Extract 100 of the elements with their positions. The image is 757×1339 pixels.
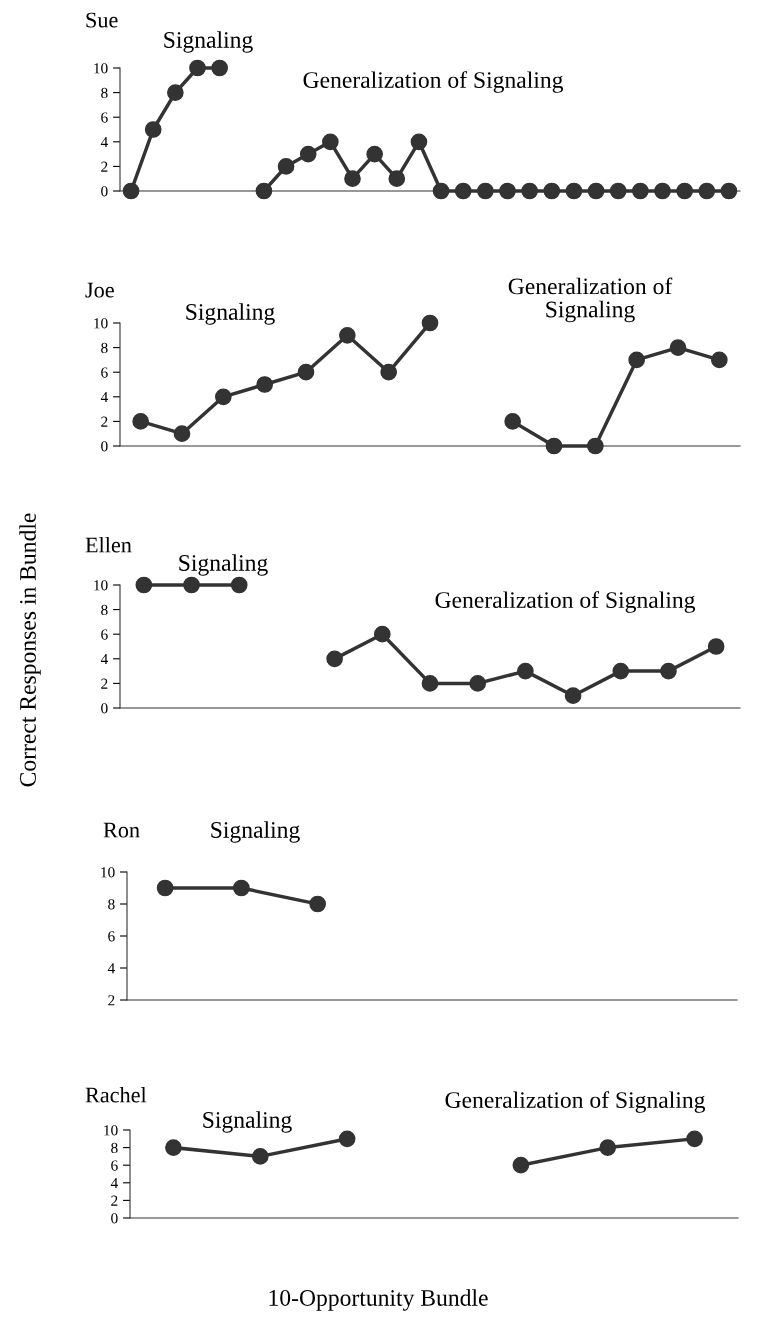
point: [132, 413, 150, 430]
annotation: Signaling: [203, 1111, 292, 1133]
point: [454, 182, 472, 200]
y-tick-label: 2: [101, 161, 108, 172]
y-tick-label: 2: [111, 1195, 118, 1206]
point: [587, 182, 605, 200]
y-tick-label: 6: [101, 112, 108, 123]
point: [564, 687, 582, 705]
point: [499, 182, 516, 200]
point: [256, 376, 274, 393]
point: [517, 662, 534, 680]
point: [214, 388, 232, 406]
point: [720, 182, 738, 200]
point: [545, 437, 563, 455]
y-tick-label: 8: [108, 899, 115, 910]
text: Signaling: [211, 821, 300, 843]
point: [230, 576, 248, 594]
point: [698, 182, 716, 200]
point: [251, 1148, 269, 1165]
chart-title: Ellen: [85, 536, 132, 553]
point: [669, 339, 687, 356]
point: [707, 638, 725, 655]
chart-title: Joe: [85, 282, 114, 298]
point: [410, 133, 428, 151]
y-tick-label: 6: [111, 1160, 118, 1171]
y-tick-label: 4: [100, 137, 108, 148]
y-tick-label: 10: [104, 1125, 118, 1136]
point: [211, 59, 228, 77]
y-tick-label: 0: [111, 1213, 118, 1224]
text: Generalization of Signaling: [508, 277, 673, 323]
point: [628, 351, 646, 369]
point: [183, 576, 200, 594]
x-axis-title: 10-Opportunity Bundle: [269, 1289, 488, 1311]
y-tick-label: 0: [101, 703, 108, 714]
point: [388, 170, 406, 188]
y-tick-label: 4: [110, 1178, 118, 1189]
y-tick-label: 2: [101, 416, 108, 427]
y-tick-label: 10: [101, 867, 115, 878]
point: [297, 363, 315, 381]
point: [338, 1130, 356, 1148]
point: [632, 182, 649, 200]
point: [660, 662, 677, 680]
point: [586, 437, 604, 455]
point: [504, 413, 522, 430]
y-tick-label: 10: [94, 63, 108, 74]
y-tick-label: 8: [111, 1142, 118, 1154]
chart-title: Ron: [103, 822, 140, 838]
point: [326, 650, 343, 668]
y-tick-label: 0: [101, 186, 108, 197]
y-tick-label: 8: [101, 87, 108, 99]
point: [366, 145, 383, 163]
point: [710, 351, 728, 369]
point: [512, 1156, 530, 1174]
point: [373, 625, 391, 643]
point: [432, 182, 450, 200]
annotation: Signaling: [186, 303, 275, 325]
point: [380, 363, 398, 381]
y-tick-label: 6: [108, 931, 115, 942]
y-tick-label: 6: [101, 629, 108, 640]
y-tick-label: 8: [101, 604, 108, 616]
point: [676, 182, 693, 200]
chart-title: Sue: [86, 12, 118, 28]
point: [543, 182, 561, 200]
point: [173, 425, 191, 443]
point: [189, 59, 206, 77]
text: Signaling: [179, 554, 268, 576]
point: [167, 84, 184, 101]
point: [469, 675, 487, 692]
point: [338, 326, 356, 344]
y-tick-label: 4: [100, 392, 108, 403]
point: [344, 170, 361, 188]
point: [299, 145, 317, 163]
y-tick-label: 4: [100, 654, 108, 665]
y-tick-label: 8: [101, 342, 108, 354]
point: [599, 1139, 617, 1156]
point: [421, 675, 439, 692]
point: [609, 182, 627, 200]
point: [521, 182, 538, 200]
point: [654, 182, 671, 200]
y-tick-label: 2: [101, 678, 108, 689]
y-tick-label: 10: [94, 318, 108, 329]
y-tick-label: 0: [101, 441, 108, 452]
chart-title: Rachel: [85, 1086, 147, 1103]
point: [144, 121, 162, 138]
y-axis-title: Correct Responses in Bundle: [19, 513, 41, 787]
point: [477, 182, 494, 200]
point: [277, 158, 295, 175]
text: Signaling: [164, 31, 253, 53]
point: [322, 133, 339, 151]
point: [122, 182, 140, 200]
point: [421, 314, 439, 332]
y-tick-label: 6: [101, 367, 108, 378]
y-tick-label: 4: [107, 963, 115, 974]
point: [255, 182, 273, 200]
y-tick-label: 2: [108, 995, 115, 1006]
text: Generalization of Signaling: [445, 1091, 706, 1113]
point: [612, 662, 630, 680]
annotation: Generalization of Signaling: [435, 591, 696, 613]
annotation: Generalization of Signaling: [303, 71, 564, 93]
point: [165, 1139, 182, 1156]
